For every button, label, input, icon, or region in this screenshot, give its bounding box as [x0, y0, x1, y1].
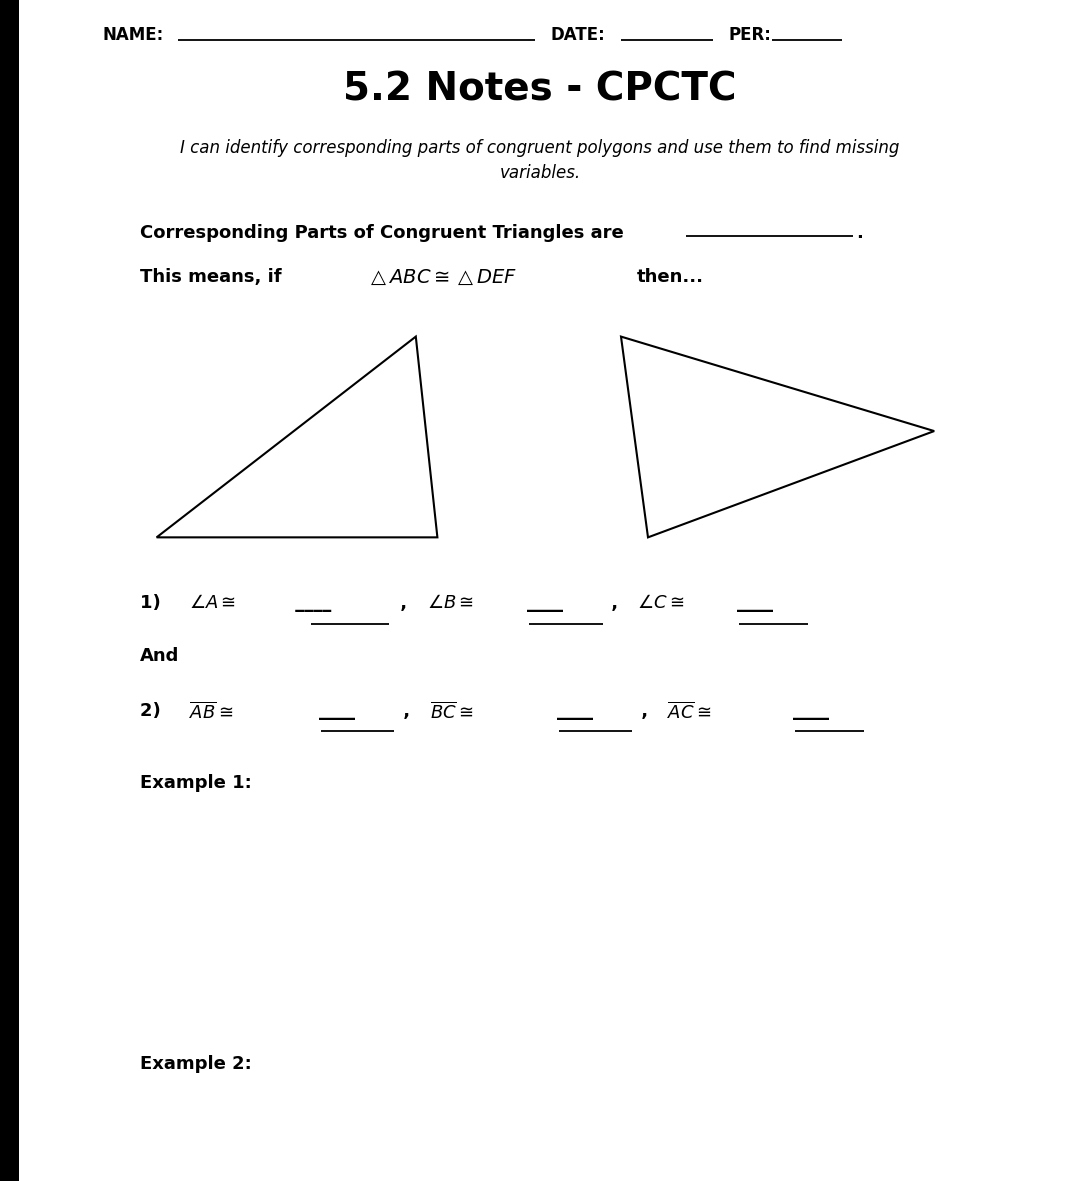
Text: 1): 1) — [140, 594, 174, 612]
Text: DATE:: DATE: — [551, 26, 606, 44]
Text: ,: , — [635, 702, 661, 719]
Text: ____: ____ — [289, 594, 332, 612]
Text: Corresponding Parts of Congruent Triangles are: Corresponding Parts of Congruent Triangl… — [140, 224, 624, 242]
Text: NAME:: NAME: — [103, 26, 164, 44]
Text: ,: , — [605, 594, 631, 612]
Text: ____: ____ — [319, 702, 354, 719]
Text: then...: then... — [637, 268, 704, 286]
Text: $\overline{AB} \cong$: $\overline{AB} \cong$ — [189, 702, 233, 723]
Text: 2): 2) — [140, 702, 174, 719]
Text: This means, if: This means, if — [140, 268, 288, 286]
Text: ,: , — [394, 594, 420, 612]
Text: PER:: PER: — [729, 26, 772, 44]
Text: $\triangle ABC \cong \triangle DEF$: $\triangle ABC \cong \triangle DEF$ — [367, 268, 517, 287]
Text: .: . — [856, 224, 863, 242]
Text: ,: , — [397, 702, 423, 719]
Text: Example 1:: Example 1: — [140, 774, 252, 791]
Bar — [0, 0, 19, 1181]
Text: ____: ____ — [527, 594, 563, 612]
Text: I can identify corresponding parts of congruent polygons and use them to find mi: I can identify corresponding parts of co… — [180, 139, 900, 182]
Text: $\angle C \cong$: $\angle C \cong$ — [637, 594, 685, 612]
Text: 5.2 Notes - CPCTC: 5.2 Notes - CPCTC — [343, 71, 737, 109]
Text: Example 2:: Example 2: — [140, 1055, 252, 1072]
Text: $\overline{BC} \cong$: $\overline{BC} \cong$ — [430, 702, 473, 723]
Text: ____: ____ — [557, 702, 593, 719]
Text: ____: ____ — [737, 594, 772, 612]
Text: $\angle B \cong$: $\angle B \cong$ — [427, 594, 474, 612]
Text: And: And — [140, 647, 179, 665]
Text: ____: ____ — [793, 702, 828, 719]
Text: $\angle A \cong$: $\angle A \cong$ — [189, 594, 237, 612]
Text: $\overline{AC} \cong$: $\overline{AC} \cong$ — [667, 702, 712, 723]
